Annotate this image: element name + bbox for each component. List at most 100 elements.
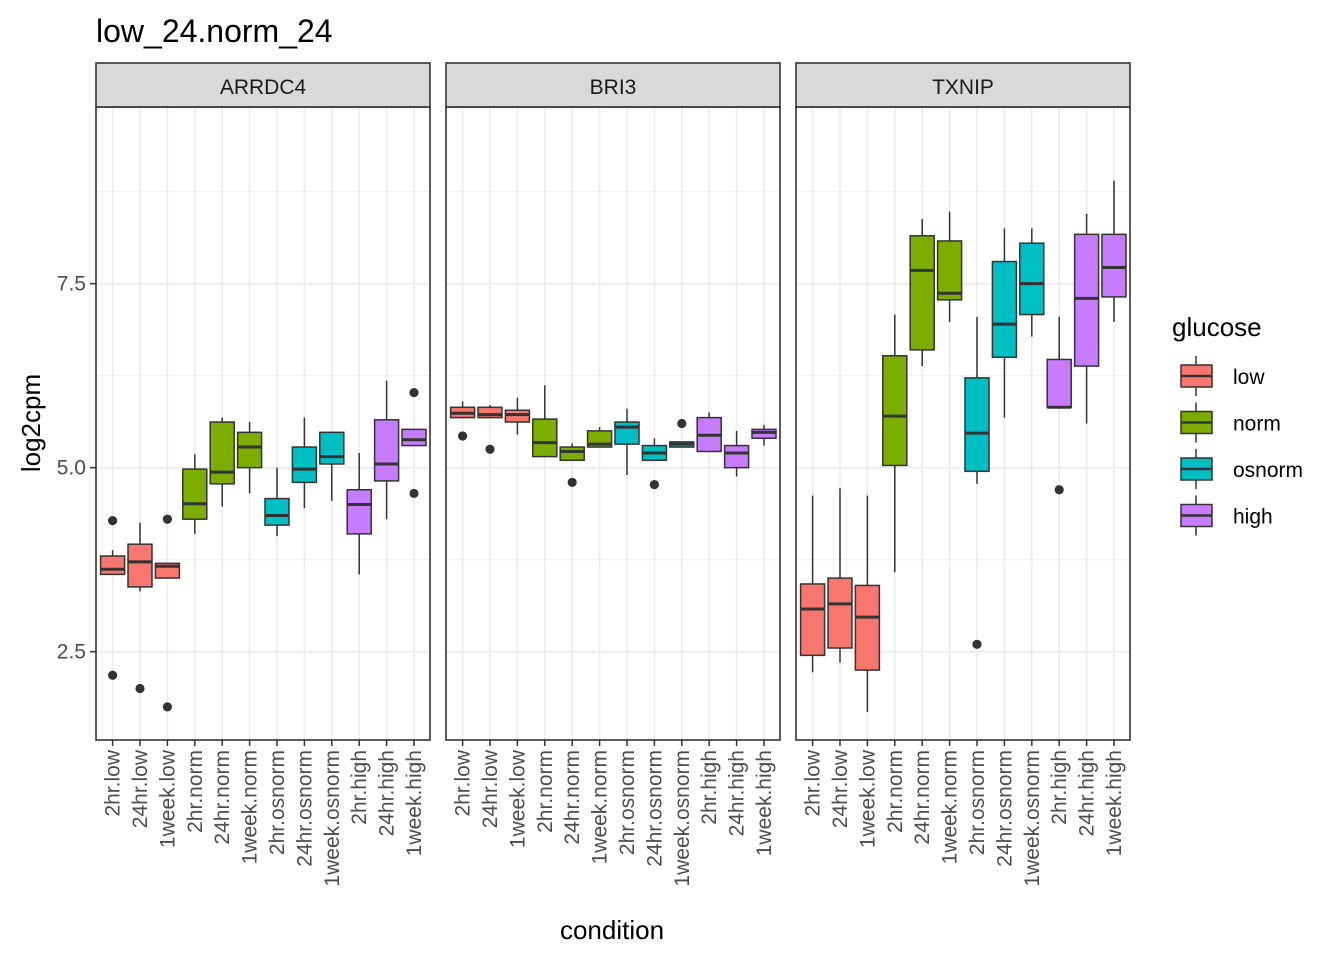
- outlier-point: [485, 444, 495, 454]
- box-bri3-24hr-low: [477, 405, 503, 454]
- box-arrdc4-1week-osnorm: [319, 431, 345, 501]
- outlier-point: [677, 418, 687, 429]
- x-tick-label: 1week.high: [403, 750, 426, 856]
- box-bri3-1week-high: [751, 424, 777, 446]
- outlier-point: [972, 639, 982, 649]
- box-txnip-2hr-high: [1046, 316, 1072, 495]
- y-tick-label: 5.0: [57, 457, 86, 480]
- x-tick-label: 24hr.norm: [911, 750, 934, 845]
- box-iqr: [854, 584, 881, 671]
- box-txnip-1week-norm: [936, 211, 963, 322]
- box-arrdc4-1week-low: [154, 514, 181, 712]
- facet-strip-label: TXNIP: [932, 76, 994, 99]
- box-iqr: [182, 468, 208, 520]
- x-tick-label: 1week.osnorm: [671, 750, 694, 887]
- box-arrdc4-2hr-norm: [182, 454, 208, 534]
- x-tick-label: 1week.norm: [239, 750, 262, 864]
- x-tick-label: 24hr.low: [479, 749, 502, 828]
- legend-label: osnorm: [1233, 459, 1303, 482]
- outlier-point: [162, 702, 172, 712]
- legend-key-norm: norm: [1180, 402, 1281, 443]
- box-iqr: [614, 421, 640, 445]
- box-iqr: [346, 488, 372, 535]
- y-tick-label: 2.5: [57, 641, 86, 664]
- outlier-point: [108, 670, 118, 680]
- x-axis-title: condition: [560, 915, 664, 945]
- legend-label: low: [1233, 366, 1265, 389]
- box-iqr: [559, 446, 585, 462]
- x-tick-label: 24hr.low: [129, 749, 152, 828]
- facet-strip: [95, 62, 431, 108]
- box-arrdc4-1week-norm: [236, 422, 263, 494]
- box-arrdc4-2hr-high: [346, 452, 372, 575]
- box-arrdc4-24hr-low: [127, 522, 153, 694]
- x-tick-label: 2hr.norm: [534, 750, 557, 833]
- x-tick-label: 2hr.high: [698, 750, 721, 825]
- box-bri3-24hr-norm: [559, 443, 585, 487]
- legend-key-osnorm: osnorm: [1180, 449, 1303, 489]
- box-iqr: [909, 235, 935, 351]
- box-bri3-2hr-high: [696, 412, 722, 453]
- y-axis-title: log2cpm: [16, 374, 46, 472]
- box-txnip-2hr-norm: [882, 314, 908, 573]
- x-tick-label: 2hr.low: [102, 749, 125, 816]
- x-tick-label: 24hr.high: [726, 750, 749, 836]
- x-tick-label: 1week.norm: [589, 750, 612, 864]
- box-bri3-1week-osnorm: [669, 418, 695, 448]
- x-tick-label: 2hr.low: [452, 749, 475, 816]
- box-iqr: [723, 444, 750, 469]
- panel-background: [446, 107, 780, 740]
- box-iqr: [1101, 233, 1127, 298]
- x-tick-label: 1week.low: [856, 749, 879, 848]
- legend-label: norm: [1233, 413, 1281, 436]
- x-tick-label: 1week.high: [1103, 750, 1126, 856]
- x-tick-label: 2hr.high: [348, 750, 371, 825]
- box-iqr: [1019, 242, 1045, 316]
- box-arrdc4-24hr-osnorm: [291, 417, 318, 509]
- box-iqr: [373, 419, 400, 482]
- outlier-point: [162, 514, 172, 524]
- x-tick-label: 24hr.osnorm: [993, 750, 1016, 867]
- facet-strip-label: BRI3: [590, 76, 637, 99]
- y-tick-label: 7.5: [57, 273, 86, 296]
- legend-label: high: [1233, 506, 1273, 529]
- box-arrdc4-24hr-norm: [209, 417, 235, 507]
- box-bri3-24hr-osnorm: [641, 438, 668, 490]
- x-tick-label: 24hr.high: [376, 750, 399, 836]
- box-txnip-24hr-osnorm: [991, 228, 1018, 418]
- x-tick-label: 2hr.high: [1048, 750, 1071, 825]
- box-iqr: [319, 431, 345, 465]
- box-txnip-24hr-high: [1073, 213, 1100, 424]
- box-iqr: [264, 497, 290, 526]
- outlier-point: [135, 683, 145, 694]
- box-iqr: [1046, 358, 1072, 409]
- box-iqr: [477, 406, 503, 419]
- outlier-point: [409, 387, 419, 398]
- box-arrdc4-1week-high: [401, 387, 427, 499]
- box-txnip-24hr-low: [827, 488, 853, 663]
- box-arrdc4-24hr-high: [373, 380, 400, 520]
- legend-key-low: low: [1180, 356, 1265, 396]
- x-tick-label: 1week.low: [506, 749, 529, 848]
- box-arrdc4-2hr-osnorm: [264, 467, 290, 537]
- box-bri3-1week-norm: [586, 427, 613, 448]
- chart-title: low_24.norm_24: [96, 13, 333, 49]
- outlier-point: [567, 477, 577, 487]
- legend-keys: low norm osnorm high: [1180, 356, 1303, 536]
- x-tick-label: 1week.norm: [939, 750, 962, 864]
- outlier-point: [1054, 485, 1064, 495]
- box-iqr: [799, 583, 826, 657]
- box-bri3-24hr-high: [723, 430, 750, 477]
- box-txnip-1week-high: [1101, 180, 1127, 322]
- box-iqr: [1073, 233, 1100, 367]
- x-tick-label: 2hr.osnorm: [266, 750, 289, 855]
- box-bri3-1week-low: [504, 397, 531, 435]
- outlier-point: [108, 516, 118, 526]
- box-iqr: [236, 431, 263, 469]
- facet-strip: [445, 62, 781, 108]
- x-tick-label: 24hr.osnorm: [643, 750, 666, 867]
- legend-title: glucose: [1172, 312, 1262, 342]
